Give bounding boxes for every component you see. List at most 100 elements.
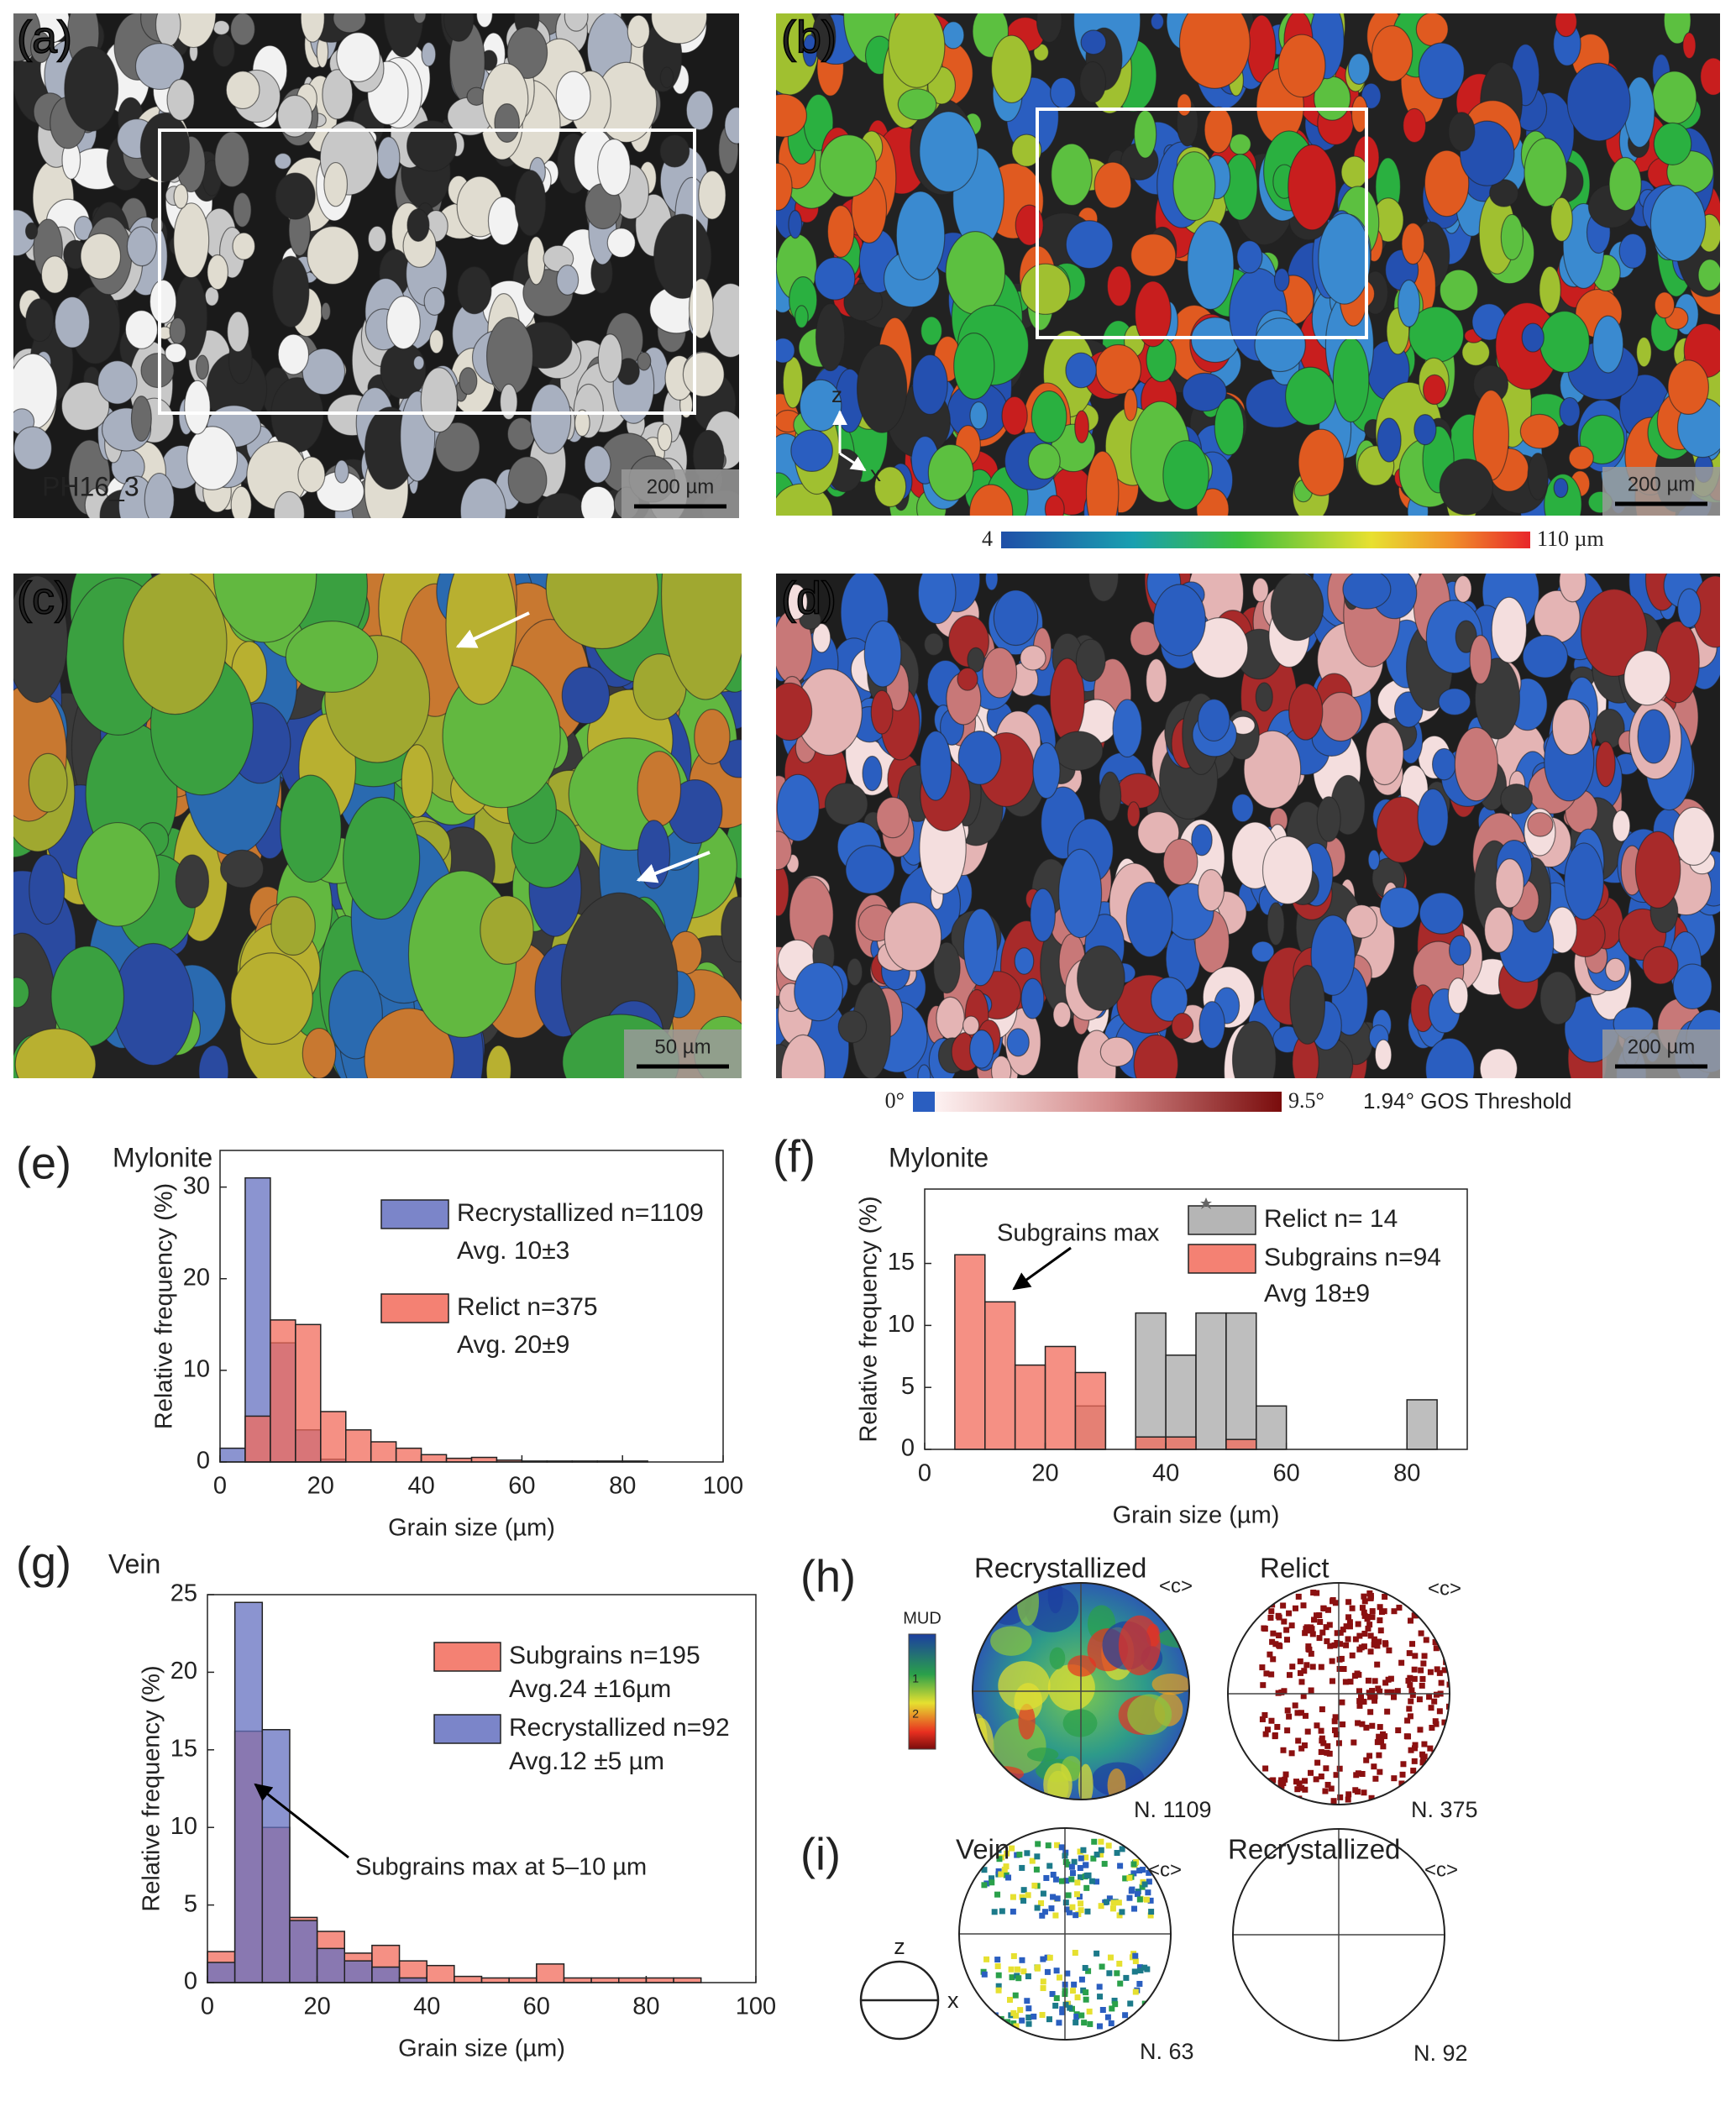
pole-point bbox=[1067, 2004, 1073, 2011]
grain bbox=[1592, 315, 1624, 374]
pole-point bbox=[1433, 1691, 1440, 1698]
grain bbox=[126, 226, 157, 267]
scale-box bbox=[1602, 1030, 1720, 1078]
pole-point bbox=[1262, 1731, 1269, 1737]
pole-point bbox=[1320, 2001, 1324, 2004]
pole-point bbox=[1361, 1612, 1368, 1619]
pole-point bbox=[1257, 1929, 1261, 1932]
grain bbox=[776, 773, 820, 842]
pole-label: <c> bbox=[1159, 1574, 1193, 1597]
pole-point bbox=[1334, 1640, 1340, 1647]
grain bbox=[1559, 574, 1587, 603]
bar bbox=[420, 1454, 448, 1463]
y-tick-label: 20 bbox=[170, 1658, 197, 1685]
pole-point bbox=[1332, 1714, 1339, 1721]
grain bbox=[13, 977, 30, 1009]
pole-point bbox=[1367, 2020, 1371, 2024]
pole-point bbox=[1368, 1795, 1375, 1801]
pole-point bbox=[1115, 1899, 1122, 1906]
grain bbox=[1150, 13, 1165, 30]
pole-point bbox=[1356, 1632, 1363, 1639]
grain bbox=[847, 957, 863, 987]
contour-blob bbox=[1107, 1768, 1126, 1800]
grain bbox=[1415, 13, 1449, 47]
grain bbox=[302, 348, 346, 396]
legend-label: Recrystallized n=92 bbox=[509, 1714, 730, 1742]
pole-point bbox=[1068, 1863, 1075, 1870]
y-tick-label: 30 bbox=[183, 1172, 210, 1199]
grain bbox=[144, 472, 175, 518]
pole-point bbox=[1363, 1724, 1370, 1731]
grain bbox=[1700, 57, 1720, 96]
grain bbox=[1231, 1020, 1277, 1078]
pole-point bbox=[1376, 1733, 1382, 1740]
x-tick-label: 20 bbox=[307, 1473, 334, 1500]
grain bbox=[968, 484, 1014, 516]
grain bbox=[1553, 478, 1569, 499]
pole-point bbox=[1319, 1735, 1325, 1742]
grain bbox=[1319, 691, 1362, 742]
grain bbox=[423, 286, 446, 316]
pole-point bbox=[1440, 1621, 1446, 1627]
pole-point bbox=[1443, 1650, 1450, 1657]
pole-point bbox=[1148, 1909, 1155, 1915]
contour-blob bbox=[998, 1661, 1051, 1711]
pole-point bbox=[1438, 1679, 1445, 1686]
pole-point bbox=[1296, 1992, 1299, 1995]
pole-point bbox=[1395, 1589, 1402, 1595]
grain bbox=[1448, 112, 1476, 152]
bar bbox=[316, 1947, 346, 1983]
grain bbox=[1551, 699, 1591, 756]
grain bbox=[514, 170, 547, 237]
grain bbox=[1020, 645, 1046, 671]
region-box bbox=[1036, 107, 1368, 339]
x-tick-label: 60 bbox=[523, 1994, 550, 2020]
pole-point bbox=[1298, 1784, 1305, 1791]
pole-point bbox=[1434, 1615, 1440, 1622]
grain bbox=[1236, 240, 1263, 274]
panel-label: (a) bbox=[17, 12, 72, 62]
grain bbox=[376, 136, 401, 180]
pole-label: N. 63 bbox=[1140, 2039, 1194, 2064]
pole-point bbox=[1302, 1786, 1309, 1793]
pole-point bbox=[1320, 1605, 1327, 1611]
grain bbox=[1075, 638, 1106, 682]
bar bbox=[395, 1447, 422, 1463]
pole-point bbox=[1003, 1863, 1010, 1870]
pole-point bbox=[1333, 1909, 1336, 1912]
pole-point bbox=[1143, 1896, 1150, 1903]
pole-point bbox=[1454, 1665, 1460, 1671]
pole-point bbox=[1293, 1779, 1299, 1785]
grain bbox=[1150, 977, 1188, 1022]
grain bbox=[1422, 374, 1447, 406]
grain bbox=[225, 71, 260, 110]
pole-point bbox=[1298, 1917, 1301, 1920]
pole-point bbox=[1297, 1669, 1303, 1676]
grain bbox=[685, 90, 714, 131]
grain bbox=[799, 379, 842, 432]
pole-point bbox=[1375, 1685, 1382, 1692]
pole-point bbox=[1456, 1705, 1462, 1711]
pole-point bbox=[1072, 1949, 1078, 1956]
pole-point bbox=[1048, 1905, 1055, 1912]
pole-point bbox=[1369, 1722, 1376, 1729]
pole-point bbox=[1263, 1913, 1267, 1916]
grain bbox=[60, 381, 110, 431]
pole-point bbox=[1058, 1878, 1065, 1884]
pole-point bbox=[1387, 1675, 1394, 1682]
pole-point bbox=[1314, 1759, 1321, 1766]
pole-point bbox=[983, 1956, 990, 1962]
pole-point bbox=[1458, 1705, 1464, 1711]
pole-point bbox=[1083, 1854, 1089, 1861]
grain bbox=[1342, 574, 1392, 610]
grain bbox=[637, 351, 652, 371]
pole-point bbox=[1039, 1912, 1046, 1919]
grain bbox=[917, 574, 957, 625]
pole-point bbox=[1122, 2012, 1129, 2019]
x-tick-label: 40 bbox=[1152, 1460, 1179, 1487]
pole-point bbox=[1301, 1668, 1308, 1674]
pole-point bbox=[1300, 1693, 1307, 1700]
x-tick-label: 20 bbox=[1031, 1460, 1058, 1487]
grain bbox=[1564, 842, 1604, 920]
pole-point bbox=[1441, 1777, 1448, 1784]
